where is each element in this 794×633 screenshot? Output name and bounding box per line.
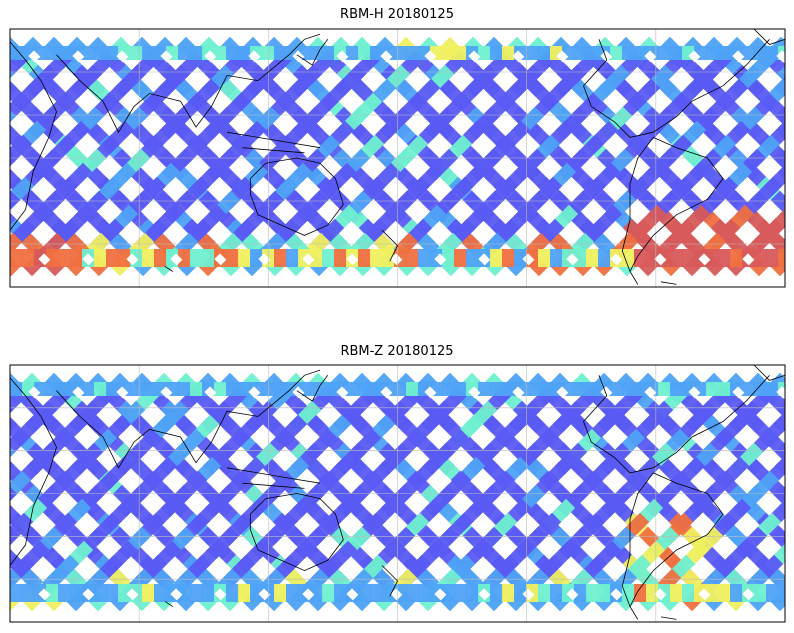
map-frame [9,28,786,288]
graticule [10,29,785,287]
coastlines [10,29,785,285]
coastline-path [249,157,344,236]
coastline-path [629,137,724,285]
panel-rbm-z [9,364,786,623]
graticule [10,365,785,622]
coastline-path [10,377,57,566]
coastline-path [10,41,57,231]
coastline-path [296,39,329,66]
coastline-path [583,375,615,458]
coastline-path [753,29,785,45]
coastline-path [164,266,174,272]
satellite-tracks [10,36,785,277]
coastline-path [621,472,654,607]
coastline-path [614,39,770,138]
coastline-path [660,281,677,285]
coastline-path [242,147,305,154]
coastlines [10,365,785,620]
panel-title-rbm-z: RBM-Z 20180125 [340,344,454,359]
coastline-path [242,482,305,489]
coastline-path [296,375,329,402]
coastline-path [753,365,785,381]
panel-rbm-h [9,28,786,288]
coastline-path [629,472,724,620]
map-frame [9,364,786,623]
coastline-path [381,229,398,262]
coastline-path [56,33,321,134]
coastline-path [226,131,321,149]
coastline-path [621,137,654,272]
coastline-path [660,616,677,620]
coastline-path [226,467,321,484]
coastline-path [381,565,398,597]
coastline-path [56,369,321,469]
coastline-path [249,493,344,572]
panel-title-rbm-h: RBM-H 20180125 [340,7,454,22]
coastline-path [583,39,615,123]
coastline-path [164,601,174,607]
coastline-path [614,375,770,474]
